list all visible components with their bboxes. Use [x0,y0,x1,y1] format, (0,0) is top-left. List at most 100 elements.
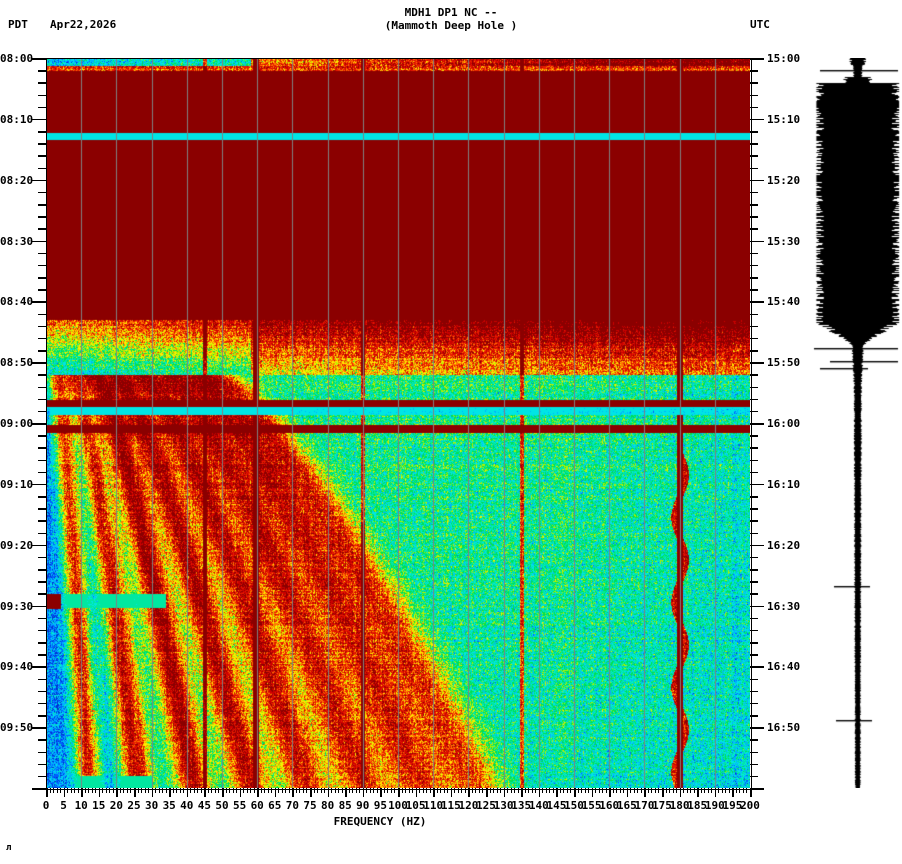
freq-tick-minor [271,788,273,793]
tick-minor-left [38,216,46,218]
freq-tick-minor [137,788,139,793]
tick-minor-right [750,410,758,413]
freq-tick-minor [566,788,568,793]
freq-tick-label: 130 [493,799,514,812]
tick-major-right [750,483,764,486]
tick-minor-left [38,569,46,571]
freq-tick-minor [172,788,174,793]
tick-minor-left [38,398,46,401]
tick-minor-left [38,374,46,376]
tick-minor-right [750,520,758,522]
time-tick-label-local: 08:50 [0,356,34,370]
freq-tick-major [222,788,224,797]
tick-minor-right [750,751,758,753]
freq-tick-label: 60 [250,799,264,812]
freq-tick-minor [218,788,220,793]
freq-tick-label: 10 [74,799,88,812]
page-title: MDH1 DP1 NC -- [404,6,498,19]
tick-minor-right [750,447,758,449]
freq-tick-label: 95 [373,799,388,812]
tick-minor-right [750,739,758,741]
freq-tick-minor [426,788,428,793]
freq-tick-minor [105,788,107,793]
freq-tick-minor [725,788,727,793]
freq-tick-minor [672,788,674,793]
tick-minor-right [750,106,758,109]
freq-tick-minor [123,788,125,793]
freq-tick-major [521,788,523,797]
time-tick-label-local: 09:30 [0,599,34,613]
freq-tick-label: 80 [320,799,335,812]
tick-minor-right [750,374,758,376]
tick-minor-right [750,228,758,230]
freq-tick-minor [278,788,280,793]
timezone-label-left: PDT [8,18,28,31]
freq-tick-label: 45 [197,799,212,812]
freq-tick-major [274,788,277,797]
tick-minor-right [750,617,758,620]
freq-tick-minor [633,788,635,793]
freq-tick-minor [507,788,509,793]
freq-tick-label: 85 [338,799,352,812]
tick-minor-left [38,386,46,388]
freq-tick-label: 155 [581,799,602,812]
freq-tick-minor [207,788,209,793]
time-tick-label-local: 09:10 [0,477,34,491]
freq-tick-label: 160 [599,799,620,812]
tick-minor-right [750,508,758,510]
tick-minor-right [750,82,758,84]
freq-tick-minor [595,788,597,793]
tick-minor-left [38,471,46,474]
spectrogram-canvas[interactable] [46,58,750,788]
tick-major-left [32,788,46,790]
freq-tick-minor [563,788,565,793]
freq-tick-label: 110 [423,799,444,812]
freq-tick-minor [489,788,491,793]
tick-major-left [32,118,46,121]
tick-major-left [32,483,46,486]
freq-tick-label: 195 [722,799,743,812]
freq-tick-label: 40 [180,799,194,812]
corner-mark: л [6,843,12,853]
freq-tick-minor [588,788,590,793]
freq-tick-major [486,788,488,797]
freq-tick-minor [155,788,157,793]
freq-tick-minor [193,788,195,793]
freq-tick-minor [510,788,512,793]
freq-tick-major [626,788,629,797]
freq-tick-label: 185 [687,799,708,812]
freq-tick-minor [366,788,368,793]
freq-tick-minor [299,788,301,793]
freq-tick-minor [422,788,424,793]
freq-tick-major [186,788,189,797]
freq-tick-major [415,788,418,797]
freq-tick-minor [49,788,51,793]
freq-tick-minor [605,788,607,793]
tick-minor-right [750,386,758,388]
freq-tick-minor [690,788,692,793]
tick-minor-left [38,277,46,279]
freq-tick-minor [281,788,283,793]
freq-tick-major [46,788,48,797]
freq-tick-minor [74,788,76,793]
freq-tick-minor [647,788,649,793]
tick-minor-left [38,435,46,437]
tick-minor-left [38,191,46,194]
tick-minor-left [38,593,46,595]
freq-tick-major [574,788,576,797]
freq-tick-minor [373,788,375,793]
freq-tick-minor [84,788,86,793]
tick-minor-left [38,350,46,352]
freq-tick-minor [577,788,579,793]
freq-tick-minor [331,788,333,793]
spectrogram-plot[interactable] [46,58,750,788]
freq-tick-minor [478,788,480,793]
freq-tick-label: 165 [616,799,637,812]
freq-tick-major [644,788,646,797]
freq-tick-minor [549,788,551,793]
freq-tick-minor [440,788,442,793]
tick-minor-left [38,654,46,656]
tick-minor-right [750,702,758,705]
tick-minor-right [750,569,758,571]
tick-minor-left [38,106,46,109]
